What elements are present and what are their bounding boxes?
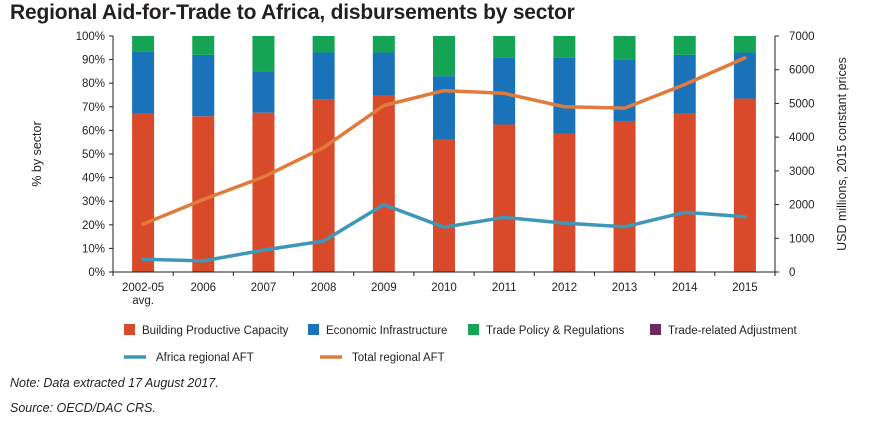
right-tick-label-1: 1000: [789, 233, 815, 245]
left-tick-label-10: 100%: [76, 31, 105, 43]
bar-0-3: [312, 99, 335, 272]
left-tick-label-8: 80%: [82, 78, 105, 90]
bar-2-1: [192, 36, 215, 55]
bar-0-5: [433, 139, 455, 272]
bar-2-6: [493, 36, 516, 58]
legend-swatch-1: [308, 324, 319, 335]
bar-2-0: [132, 36, 155, 52]
x-tick-label-0-line2: avg.: [132, 295, 154, 307]
right-axis-title: USD millions, 2015 constant prices: [835, 57, 849, 251]
right-tick-label-7: 7000: [789, 31, 815, 43]
x-tick-label-6: 2011: [492, 282, 517, 294]
left-tick-label-9: 90%: [82, 55, 105, 67]
bar-2-4: [372, 36, 395, 53]
bar-0-0: [132, 113, 155, 272]
bar-0-10: [733, 98, 756, 272]
bar-1-7: [553, 57, 576, 134]
bar-2-8: [613, 36, 636, 60]
left-tick-label-0: 0%: [88, 267, 105, 279]
legend-label-1: Economic Infrastructure: [326, 325, 447, 337]
left-tick-label-5: 50%: [82, 149, 105, 161]
bar-1-1: [192, 54, 215, 117]
bar-1-8: [613, 59, 636, 121]
left-tick-label-1: 10%: [82, 243, 105, 255]
x-tick-label-4: 2009: [371, 282, 397, 294]
left-tick-label-4: 40%: [82, 173, 105, 185]
bar-2-2: [252, 36, 275, 72]
bar-0-9: [673, 113, 696, 272]
bar-0-2: [252, 112, 275, 272]
line-series-1: [141, 56, 747, 226]
x-tick-label-5: 2010: [431, 282, 457, 294]
note-text: Note: Data extracted 17 August 2017.: [10, 376, 219, 390]
bar-1-2: [252, 71, 275, 113]
x-tick-label-10: 2015: [732, 282, 758, 294]
left-tick-label-7: 70%: [82, 102, 105, 114]
legend-swatch-3: [650, 324, 661, 335]
left-tick-label-3: 30%: [82, 196, 105, 208]
bar-2-10: [733, 36, 756, 53]
bar-2-3: [312, 36, 335, 53]
x-tick-label-2: 2007: [251, 282, 277, 294]
x-tick-label-7: 2012: [552, 282, 578, 294]
left-axis-title: % by sector: [30, 121, 44, 186]
x-tick-label-1: 2006: [190, 282, 216, 294]
left-tick-label-2: 20%: [82, 220, 105, 232]
right-tick-label-0: 0: [789, 267, 795, 279]
source-text: Source: OECD/DAC CRS.: [10, 401, 156, 415]
bar-0-7: [553, 133, 576, 272]
chart-title: Regional Aid-for-Trade to Africa, disbur…: [10, 1, 575, 24]
legend-line-label-1: Total regional AFT: [352, 352, 445, 364]
x-tick-label-0: 2002-05: [122, 282, 164, 294]
right-tick-label-4: 4000: [789, 132, 815, 144]
bar-1-4: [372, 52, 395, 95]
bar-1-6: [493, 57, 516, 125]
right-tick-label-3: 3000: [789, 166, 815, 178]
right-tick-label-6: 6000: [789, 65, 815, 77]
x-tick-label-8: 2013: [612, 282, 638, 294]
legend-label-3: Trade-related Adjustment: [668, 325, 798, 337]
bar-1-5: [433, 76, 455, 140]
right-tick-label-5: 5000: [789, 98, 815, 110]
x-tick-label-9: 2014: [672, 282, 698, 294]
bar-0-1: [192, 116, 215, 273]
bar-1-3: [312, 52, 335, 100]
x-tick-label-3: 2008: [311, 282, 337, 294]
bar-0-6: [493, 124, 516, 272]
bar-2-9: [673, 36, 696, 55]
legend-swatch-2: [468, 324, 479, 335]
bar-1-0: [132, 51, 155, 114]
left-tick-label-6: 60%: [82, 125, 105, 137]
bar-2-7: [553, 36, 576, 58]
legend-swatch-0: [124, 324, 135, 335]
bar-0-8: [613, 120, 636, 273]
legend-line-label-0: Africa regional AFT: [156, 352, 254, 364]
bar-1-10: [733, 52, 756, 99]
right-tick-label-2: 2000: [789, 200, 815, 212]
legend-label-0: Building Productive Capacity: [142, 325, 289, 337]
bar-2-5: [433, 36, 455, 77]
legend-label-2: Trade Policy & Regulations: [486, 325, 625, 337]
bar-0-4: [372, 95, 395, 272]
line-series-0: [141, 202, 747, 263]
